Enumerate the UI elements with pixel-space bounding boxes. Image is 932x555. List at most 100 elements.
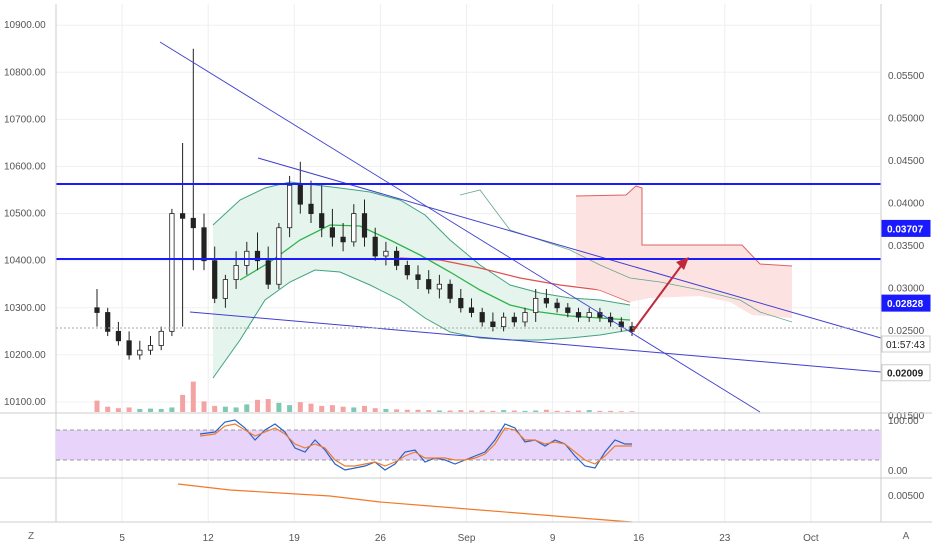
price-tag [881, 364, 931, 382]
projection-lower [459, 189, 793, 323]
volume-bar [126, 407, 132, 412]
volume-bar [190, 381, 196, 412]
volume-bar [533, 410, 539, 412]
candle-body [94, 307, 100, 313]
candle-body [586, 312, 592, 318]
candle-body [458, 297, 464, 309]
volume-bar [319, 405, 325, 412]
countdown-label: 01:57:43 [886, 340, 925, 351]
volume-bar [576, 410, 581, 412]
auto-scale-button[interactable]: A [902, 531, 910, 542]
volume-bar [490, 410, 496, 412]
indicator-line [177, 483, 633, 523]
rsi-axis-label: 0.00 [888, 466, 908, 477]
trendline-descending-long [159, 41, 761, 413]
volume-bar [222, 406, 228, 412]
candle-body [115, 330, 121, 342]
volume-bar [308, 403, 314, 412]
projection-cloud [576, 186, 792, 318]
candle-body [565, 307, 571, 313]
right-axis-tick-label: 0.03500 [888, 241, 925, 252]
candle-body [137, 349, 143, 356]
left-axis-tick-label: 10500.00 [4, 209, 46, 220]
x-axis-tick-label: 19 [289, 533, 301, 544]
candle-body [190, 217, 196, 229]
candle-body [233, 265, 239, 280]
volume-bar [511, 410, 517, 412]
candle-body [308, 203, 314, 214]
bollinger-lower [212, 269, 631, 379]
candle-body [522, 312, 528, 323]
volume-bar [447, 410, 453, 412]
volume-bar [469, 410, 474, 412]
candle-body [265, 260, 271, 285]
volume-bar [233, 407, 239, 412]
zoom-reset-button[interactable]: Z [27, 531, 35, 542]
prediction-arrow-shaft [632, 261, 685, 332]
volume-bar [158, 408, 164, 412]
volume-bar [362, 405, 367, 412]
candle-body [383, 250, 389, 257]
trendline-support [189, 311, 882, 373]
volume-bar [618, 411, 624, 412]
main-pane [56, 4, 881, 412]
price-tag-label: 0.02828 [887, 299, 924, 310]
volume-bar [372, 408, 378, 412]
price-tag-label: 0.03707 [887, 224, 924, 235]
candle-body [479, 312, 485, 323]
candle-body [201, 227, 207, 262]
volume-bar [169, 407, 175, 412]
prediction-arrow-head [676, 257, 689, 270]
volume-bar [479, 410, 485, 412]
x-axis-tick-label: 5 [119, 533, 125, 544]
left-axis-tick-label: 10200.00 [4, 350, 46, 361]
left-axis-tick-label: 10400.00 [4, 256, 46, 267]
moving-average-green [239, 224, 631, 321]
volume-bar [351, 407, 357, 412]
left-axis-tick-label: 10300.00 [4, 303, 46, 314]
volume-bar [287, 405, 293, 412]
x-axis-tick-label: 16 [633, 533, 645, 544]
volume-bar [276, 402, 282, 412]
volume-bar [586, 410, 592, 412]
right-axis-tick-label: 0.04000 [888, 199, 925, 210]
volume-bar [597, 410, 603, 412]
price-tag [881, 294, 931, 312]
candle-body [254, 250, 261, 262]
projection-upper [575, 185, 793, 267]
candle-body [276, 227, 282, 285]
candle-body [426, 279, 432, 290]
x-axis-tick-label: Oct [803, 533, 819, 544]
volume-bar [565, 410, 571, 412]
price-tag [881, 219, 931, 237]
volume-bar [255, 399, 260, 412]
candle-body [533, 297, 539, 313]
candle-body [329, 227, 336, 238]
volume-bar [297, 402, 303, 412]
rsi-band [56, 430, 881, 460]
indicator-axis-label: 0.00500 [888, 491, 925, 502]
candle-body [222, 279, 228, 299]
candle-body [436, 283, 443, 290]
volume-bar [458, 410, 464, 412]
candle-body [361, 213, 368, 238]
price-tag-label: 0.02009 [887, 369, 924, 380]
volume-bar [94, 400, 100, 412]
x-axis-tick-label: 23 [719, 533, 731, 544]
right-axis-tick-label: 0.04500 [888, 156, 925, 167]
volume-bar [404, 409, 410, 412]
right-axis-tick-label: 0.02500 [888, 326, 925, 337]
left-axis-tick-label: 10900.00 [4, 20, 46, 31]
volume-bar [426, 410, 432, 412]
volume-bar [415, 409, 421, 412]
x-axis-tick-label: 26 [375, 533, 387, 544]
volume-bar [383, 408, 389, 412]
candle-body [351, 213, 357, 243]
volume-bar [115, 408, 121, 412]
candle-body [105, 312, 111, 332]
candle-body [286, 184, 293, 229]
candle-body [158, 330, 164, 346]
volume-bar [105, 406, 111, 412]
